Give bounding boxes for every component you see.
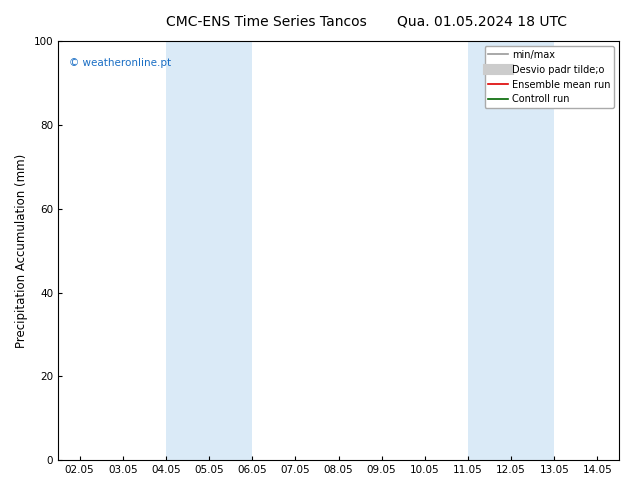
Text: CMC-ENS Time Series Tancos: CMC-ENS Time Series Tancos <box>166 15 366 29</box>
Bar <box>166 41 252 460</box>
Y-axis label: Precipitation Accumulation (mm): Precipitation Accumulation (mm) <box>15 153 28 348</box>
Legend: min/max, Desvio padr tilde;o, Ensemble mean run, Controll run: min/max, Desvio padr tilde;o, Ensemble m… <box>484 46 614 108</box>
Text: Qua. 01.05.2024 18 UTC: Qua. 01.05.2024 18 UTC <box>397 15 567 29</box>
Text: © weatheronline.pt: © weatheronline.pt <box>69 58 171 68</box>
Bar <box>468 41 554 460</box>
